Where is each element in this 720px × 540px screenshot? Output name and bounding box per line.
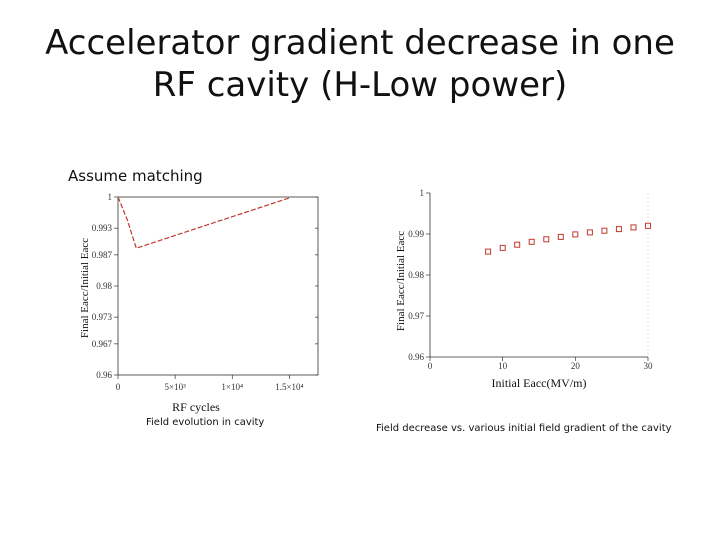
slide-title: Accelerator gradient decrease in one RF … [0, 22, 720, 106]
right-data-point [615, 226, 622, 233]
left-x-tick-label: 5×10³ [165, 382, 187, 392]
right-data-point [543, 236, 550, 243]
slide-title-line-2: RF cavity (H-Low power) [152, 65, 568, 105]
right-data-point [514, 241, 521, 248]
slide-title-line-1: Accelerator gradient decrease in one [45, 23, 675, 63]
right-y-tick-label: 1 [420, 188, 425, 198]
right-data-point [528, 238, 535, 245]
left-y-tick-label: 0.973 [92, 312, 113, 322]
right-data-point [586, 229, 593, 236]
left-y-axis-label: Final Eacc/Initial Eacc [79, 238, 91, 338]
right-data-point [630, 224, 637, 231]
left-y-tick-label: 1 [108, 192, 113, 202]
right-data-point [557, 233, 564, 240]
right-x-tick-label: 10 [498, 361, 508, 371]
left-x-tick-label: 1×10⁴ [221, 382, 243, 392]
right-data-point [645, 222, 651, 229]
right-y-axis-label: Final Eacc/Initial Eacc [395, 231, 407, 331]
right-data-point [499, 244, 506, 251]
right-x-tick-label: 20 [571, 361, 581, 371]
caption-field-decrease: Field decrease vs. various initial field… [376, 423, 672, 434]
right-data-point [572, 231, 579, 238]
caption-field-evolution: Field evolution in cavity [146, 417, 265, 428]
right-y-tick-label: 0.98 [408, 270, 424, 280]
right-data-point [485, 248, 492, 255]
right-data-point [601, 227, 608, 234]
right-y-tick-label: 0.97 [408, 311, 424, 321]
left-y-tick-label: 0.967 [92, 339, 113, 349]
left-series-line [117, 196, 290, 249]
left-y-tick-label: 0.96 [96, 370, 112, 380]
right-y-tick-label: 0.99 [408, 229, 424, 239]
right-x-tick-label: 0 [428, 361, 433, 371]
left-y-tick-label: 0.993 [92, 223, 113, 233]
left-x-tick-label: 1.5×10⁴ [275, 382, 303, 392]
left-y-tick-label: 0.987 [92, 250, 113, 260]
left-plot-frame [117, 196, 319, 376]
right-y-tick-label: 0.96 [408, 352, 424, 362]
assumption-note: Assume matching [68, 167, 203, 185]
left-y-tick-label: 0.98 [96, 281, 112, 291]
left-x-axis-label: RF cycles [172, 400, 220, 414]
left-x-tick-label: 0 [116, 382, 121, 392]
right-x-tick-label: 30 [644, 361, 654, 371]
right-x-axis-label: Initial Eacc(MV/m) [492, 376, 587, 390]
